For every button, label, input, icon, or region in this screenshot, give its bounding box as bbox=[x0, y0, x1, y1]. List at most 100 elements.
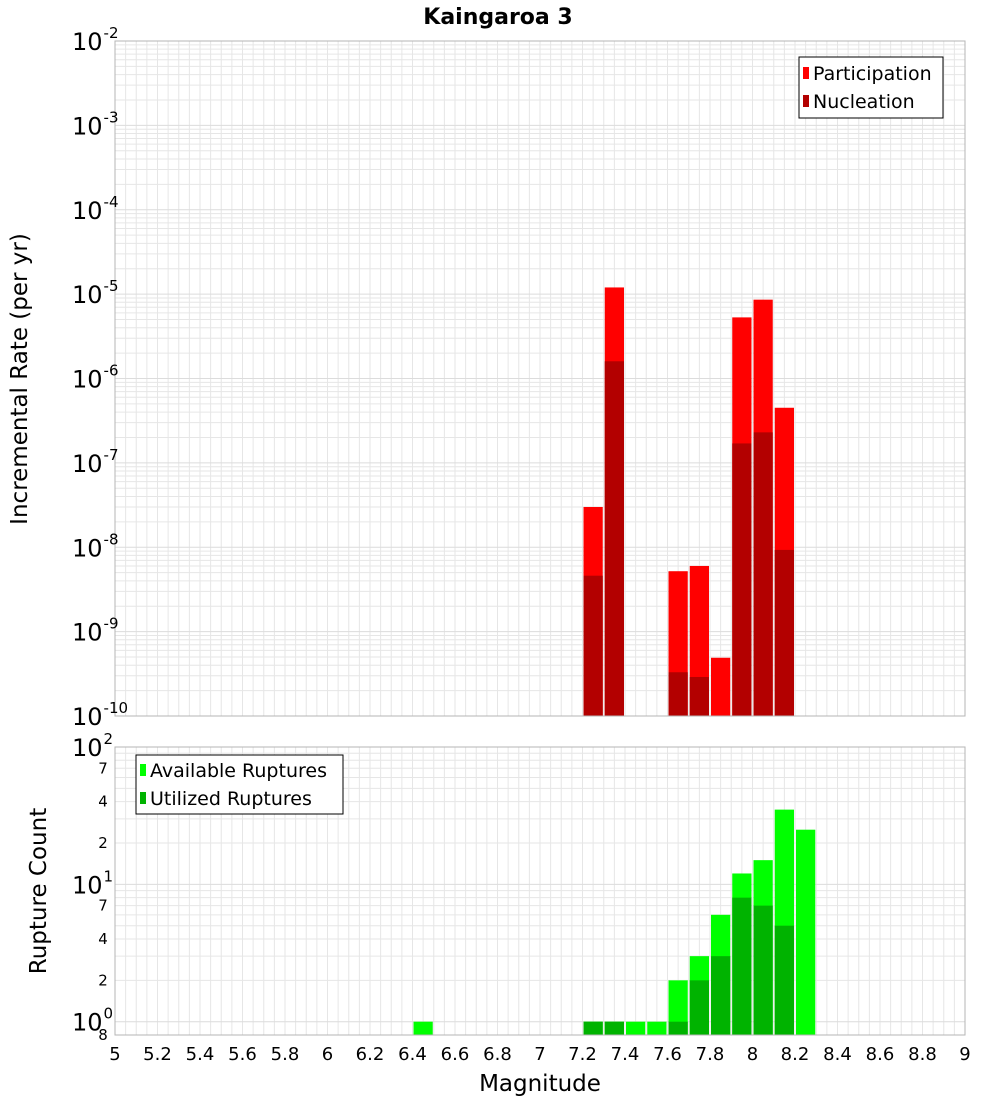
rate-y-tick-label-exponent: -9 bbox=[104, 615, 119, 633]
bar-available-ruptures bbox=[413, 1021, 433, 1035]
bar-available-ruptures bbox=[668, 980, 688, 1035]
x-tick-label: 7.2 bbox=[568, 1044, 597, 1065]
x-tick-label: 6.6 bbox=[441, 1044, 470, 1065]
bar-nucleation bbox=[774, 549, 794, 716]
rate-y-tick-label-exponent: -2 bbox=[104, 24, 119, 42]
count-plot-frame bbox=[114, 746, 966, 1036]
rate-y-tick-label-exponent: -3 bbox=[104, 108, 119, 126]
count-legend: Available Ruptures Utilized Ruptures bbox=[135, 754, 344, 815]
count-y-tick-label: 10 bbox=[72, 1009, 103, 1037]
x-tick-label: 8.6 bbox=[866, 1044, 895, 1065]
x-tick-label: 6 bbox=[322, 1044, 333, 1065]
bar-nucleation bbox=[753, 432, 773, 716]
bar-utilized-ruptures bbox=[774, 925, 794, 1035]
rate-legend: Participation Nucleation bbox=[798, 56, 944, 119]
rate-plot: 10-210-310-410-510-610-710-810-910-10 In… bbox=[7, 24, 966, 731]
count-y-minor-label: 8 bbox=[98, 1026, 108, 1044]
count-y-minor-label: 2 bbox=[98, 971, 108, 989]
x-tick-label: 6.8 bbox=[483, 1044, 512, 1065]
bar-available-ruptures bbox=[647, 1021, 667, 1035]
x-tick-label: 9 bbox=[959, 1044, 970, 1065]
x-tick-label: 6.2 bbox=[356, 1044, 385, 1065]
bar-nucleation bbox=[732, 443, 752, 716]
x-tick-label: 5.4 bbox=[186, 1044, 215, 1065]
legend-label-utilized: Utilized Ruptures bbox=[150, 788, 312, 810]
legend-label-participation: Participation bbox=[813, 63, 932, 85]
bar-available-ruptures bbox=[626, 1021, 646, 1035]
count-y-tick-label: 10 bbox=[72, 734, 103, 762]
legend-swatch-participation bbox=[803, 67, 809, 79]
count-y-tick-label-exponent: 1 bbox=[104, 867, 114, 885]
chart-title: Kaingaroa 3 bbox=[423, 5, 572, 30]
rate-y-tick-label: 10 bbox=[72, 197, 103, 225]
x-tick-label: 7 bbox=[534, 1044, 545, 1065]
count-y-minor-label: 4 bbox=[98, 930, 108, 948]
x-tick-label: 7.8 bbox=[696, 1044, 725, 1065]
x-tick-label: 5 bbox=[109, 1044, 120, 1065]
x-tick-label: 5.6 bbox=[228, 1044, 257, 1065]
rate-plot-frame bbox=[114, 40, 966, 717]
rate-y-tick-label: 10 bbox=[72, 281, 103, 309]
x-ticks: 5 5.2 5.4 5.6 5.8 6 6.2 6.4 6.6 6.8 7 7.2 7.4 7.6 7.8 8… bbox=[109, 1044, 970, 1065]
bar-available-ruptures bbox=[796, 829, 816, 1035]
rate-y-tick-label: 10 bbox=[72, 366, 103, 394]
x-tick-label: 5.2 bbox=[143, 1044, 172, 1065]
bar-nucleation bbox=[689, 676, 709, 716]
rate-y-ticks: 10-210-310-410-510-610-710-810-910-10 bbox=[72, 24, 128, 731]
rate-y-tick-label: 10 bbox=[72, 703, 103, 731]
bar-participation bbox=[711, 657, 731, 716]
x-axis-title: Magnitude bbox=[479, 1071, 601, 1097]
count-y-minor-label: 7 bbox=[98, 897, 108, 915]
rate-y-tick-label-exponent: -5 bbox=[104, 277, 119, 295]
bar-nucleation bbox=[604, 361, 624, 716]
count-y-minor-label: 7 bbox=[98, 759, 108, 777]
bar-nucleation bbox=[668, 672, 688, 716]
legend-label-available: Available Ruptures bbox=[150, 760, 327, 782]
bar-utilized-ruptures bbox=[668, 1021, 688, 1035]
count-y-minor-label: 4 bbox=[98, 793, 108, 811]
x-tick-label: 8 bbox=[747, 1044, 758, 1065]
x-tick-label: 7.4 bbox=[611, 1044, 640, 1065]
rate-y-tick-label-exponent: -6 bbox=[104, 362, 119, 380]
x-tick-label: 8.4 bbox=[823, 1044, 852, 1065]
bar-utilized-ruptures bbox=[689, 980, 709, 1035]
x-tick-label: 8.2 bbox=[781, 1044, 810, 1065]
count-legend-box bbox=[135, 754, 344, 815]
rate-bars bbox=[583, 287, 794, 716]
rate-y-tick-label: 10 bbox=[72, 619, 103, 647]
count-y-axis-title: Rupture Count bbox=[26, 808, 52, 974]
bar-utilized-ruptures bbox=[604, 1021, 624, 1035]
rate-y-tick-label: 10 bbox=[72, 534, 103, 562]
bar-utilized-ruptures bbox=[732, 897, 752, 1035]
rate-y-tick-label: 10 bbox=[72, 28, 103, 56]
rate-plot-grid bbox=[114, 40, 966, 717]
rate-y-tick-label: 10 bbox=[72, 112, 103, 140]
bar-utilized-ruptures bbox=[753, 905, 773, 1035]
x-tick-label: 7.6 bbox=[653, 1044, 682, 1065]
rate-y-tick-label-exponent: -4 bbox=[104, 193, 119, 211]
rate-y-tick-label-exponent: -7 bbox=[104, 446, 119, 464]
count-bars bbox=[413, 809, 816, 1035]
rate-y-tick-label-exponent: -10 bbox=[104, 699, 129, 717]
count-y-tick-label-exponent: 2 bbox=[104, 730, 114, 748]
bar-utilized-ruptures bbox=[711, 956, 731, 1035]
count-y-tick-label: 10 bbox=[72, 871, 103, 899]
legend-swatch-available bbox=[140, 764, 146, 776]
rate-y-tick-label-exponent: -8 bbox=[104, 530, 119, 548]
rate-y-axis-title: Incremental Rate (per yr) bbox=[7, 233, 33, 525]
x-tick-label: 5.8 bbox=[271, 1044, 300, 1065]
rate-y-tick-label: 10 bbox=[72, 450, 103, 478]
x-tick-label: 6.4 bbox=[398, 1044, 427, 1065]
bar-utilized-ruptures bbox=[583, 1021, 603, 1035]
bar-nucleation bbox=[583, 575, 603, 716]
legend-swatch-utilized bbox=[140, 792, 146, 804]
x-tick-label: 8.8 bbox=[908, 1044, 937, 1065]
legend-label-nucleation: Nucleation bbox=[813, 91, 915, 113]
rate-legend-box bbox=[798, 56, 944, 119]
legend-swatch-nucleation bbox=[803, 95, 809, 107]
count-y-minor-label: 2 bbox=[98, 834, 108, 852]
count-y-tick-label-exponent: 0 bbox=[104, 1005, 114, 1023]
